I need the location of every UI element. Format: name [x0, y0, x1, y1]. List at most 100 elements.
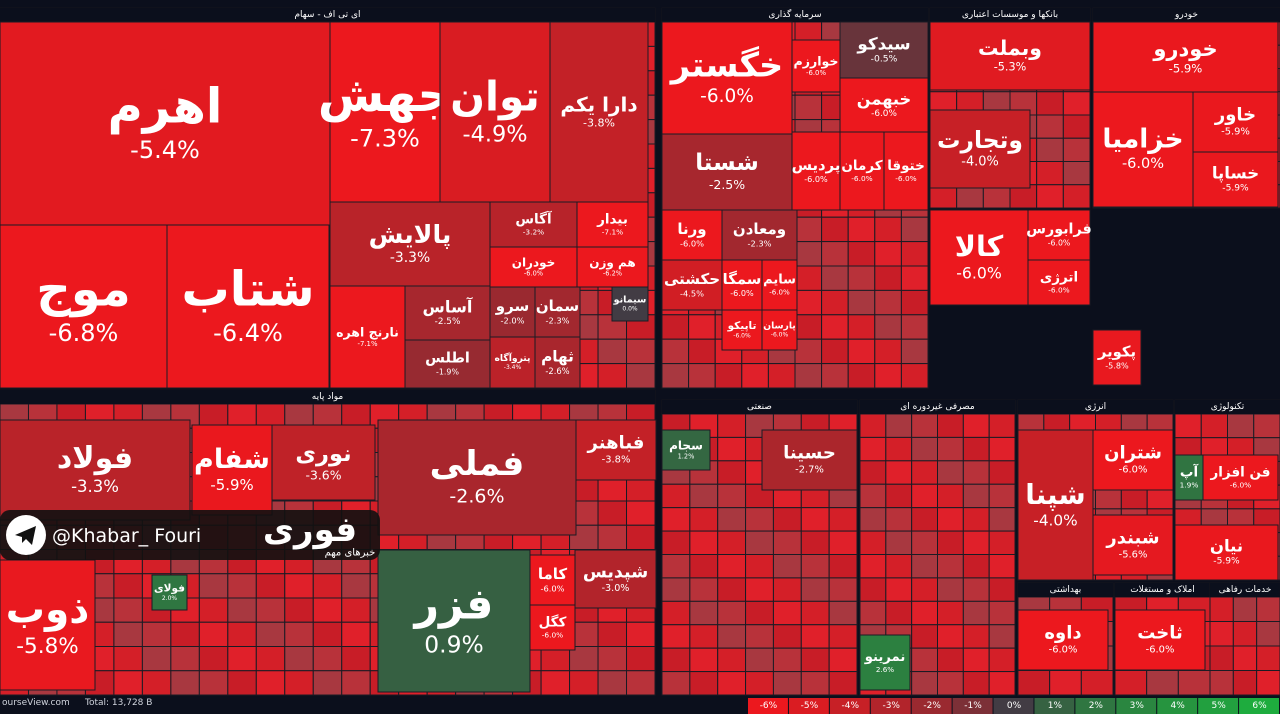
- filler-tile: [874, 314, 902, 340]
- filler-tile: [745, 647, 774, 673]
- filler-tile: [689, 647, 719, 673]
- tile-value: -3.0%: [602, 583, 630, 594]
- filler-tile: [312, 670, 343, 696]
- filler-tile: [597, 338, 628, 365]
- filler-tile: [341, 646, 371, 672]
- group-label: خدمات رفاهی: [1219, 585, 1272, 595]
- filler-tile: [717, 647, 747, 673]
- filler-tile: [341, 597, 371, 623]
- filler-tile: [227, 597, 257, 623]
- filler-tile: [800, 600, 830, 626]
- tile-value: -2.5%: [709, 177, 745, 192]
- tile-name: کاما: [538, 565, 568, 583]
- filler-tile: [1209, 670, 1234, 696]
- tile-value: -3.2%: [523, 227, 544, 236]
- tile-value: -1.9%: [436, 367, 459, 376]
- tile-name: پارسان: [763, 320, 796, 331]
- filler-tile: [741, 363, 769, 389]
- filler-tile: [874, 216, 902, 243]
- filler-tile: [717, 671, 747, 696]
- filler-tile: [821, 314, 849, 340]
- filler-tile: [689, 530, 719, 555]
- tile: [151, 574, 188, 611]
- tile-value: -6.0%: [733, 332, 751, 339]
- filler-tile: [198, 597, 229, 623]
- filler-tile: [717, 624, 747, 649]
- filler-tile: [1114, 670, 1148, 696]
- filler-tile: [597, 500, 628, 526]
- filler-tile: [312, 573, 343, 599]
- filler-tile: [661, 554, 691, 579]
- legend-label: 0%: [1007, 701, 1022, 711]
- tile: [661, 21, 793, 135]
- filler-tile: [859, 460, 887, 485]
- filler-tile: [170, 646, 200, 672]
- filler-tile: [745, 600, 774, 626]
- filler-tile: [874, 289, 902, 316]
- filler-tile: [170, 670, 200, 696]
- filler-tile: [597, 363, 628, 389]
- tile: [576, 201, 649, 248]
- filler-tile: [911, 413, 939, 438]
- filler-tile: [717, 483, 747, 509]
- filler-tile: [1062, 91, 1091, 116]
- tile-value: -7.1%: [602, 227, 623, 236]
- tile: [929, 109, 1031, 189]
- filler-tile: [1232, 621, 1258, 647]
- tile-value: -6.0%: [1119, 464, 1148, 475]
- tile: [1092, 429, 1174, 491]
- filler-tile: [821, 363, 849, 389]
- tile-value: -6.0%: [1146, 644, 1175, 655]
- tile: [839, 21, 929, 79]
- filler-tile: [828, 624, 858, 649]
- filler-tile: [900, 241, 929, 267]
- filler-tile: [1256, 670, 1280, 696]
- tile-value: -6.0%: [1122, 156, 1164, 172]
- legend-label: -5%: [801, 701, 819, 711]
- filler-tile: [772, 624, 802, 649]
- filler-tile: [1200, 413, 1228, 439]
- telegram-plane: [15, 526, 36, 545]
- tile-name: فرابورس: [1026, 222, 1091, 238]
- tile-name: خودرو: [1152, 37, 1217, 61]
- filler-tile: [284, 621, 314, 647]
- filler-tile: [900, 216, 929, 243]
- filler-tile: [198, 621, 229, 647]
- group-label: مصرفی غیردوره ای: [900, 402, 975, 412]
- watermark-logo-small: خبرهای مهم: [325, 548, 376, 559]
- filler-tile: [772, 647, 802, 673]
- tile-value: -6.0%: [680, 238, 704, 248]
- tile-value: -5.6%: [1119, 549, 1148, 560]
- tile-name: موج: [36, 262, 130, 318]
- tile-value: -6.0%: [1230, 480, 1251, 489]
- legend-swatch: [829, 698, 870, 714]
- legend-label: -4%: [842, 701, 860, 711]
- group-header: [1018, 583, 1113, 597]
- filler-tile: [911, 600, 939, 626]
- tile-name: بیدار: [596, 211, 628, 227]
- filler-tile: [1209, 621, 1234, 647]
- filler-tile: [937, 436, 964, 462]
- filler-tile: [255, 403, 286, 429]
- filler-tile: [988, 413, 1016, 438]
- tile-name: شپدیس: [583, 562, 648, 582]
- filler-tile: [312, 646, 343, 672]
- filler-tile: [1080, 670, 1114, 696]
- tile-value: -4.0%: [961, 154, 998, 169]
- filler-tile: [859, 554, 887, 579]
- tile-value: -6.2%: [603, 270, 622, 278]
- filler-tile: [141, 670, 172, 696]
- filler-tile: [341, 621, 371, 647]
- filler-tile: [661, 363, 690, 389]
- group-header: [1210, 583, 1280, 597]
- filler-tile: [626, 670, 656, 696]
- filler-tile: [800, 647, 830, 673]
- filler-tile: [885, 507, 913, 532]
- filler-tile: [847, 314, 876, 340]
- filler-tile: [821, 265, 849, 291]
- filler-tile: [847, 338, 876, 365]
- filler-tile: [312, 621, 343, 647]
- tile-value: -6.0%: [1048, 285, 1069, 294]
- tile-value: 1.2%: [678, 453, 695, 461]
- filler-tile: [661, 600, 691, 626]
